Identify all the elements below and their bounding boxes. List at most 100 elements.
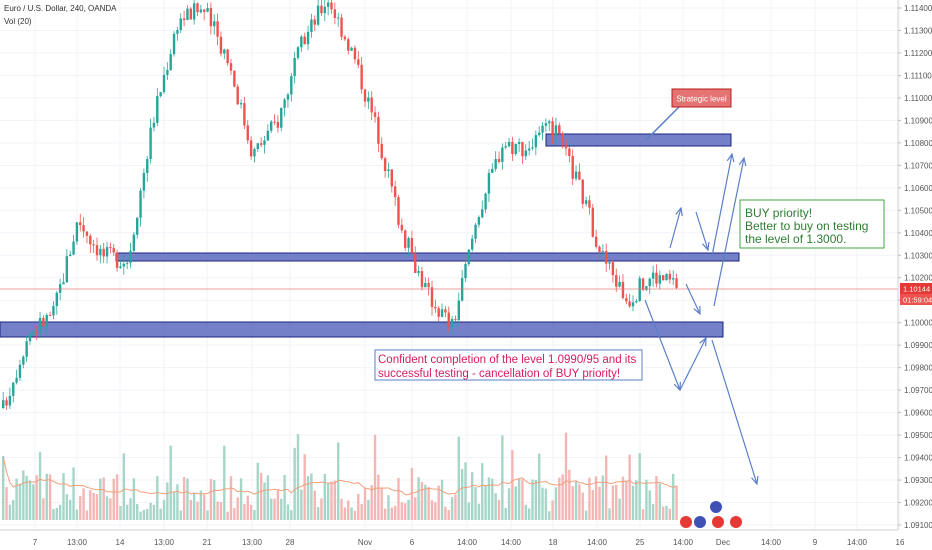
candle-body [42, 318, 45, 327]
candle-body [203, 9, 206, 12]
volume-bar [648, 490, 651, 520]
candle-body [467, 249, 471, 264]
volume-bar [15, 478, 18, 520]
volume-bar [628, 454, 631, 520]
volume-bar [313, 490, 316, 520]
volume-bar [615, 484, 618, 520]
time-tick-label: 6 [410, 538, 415, 547]
volume-bar [229, 476, 233, 520]
volume-bar [306, 476, 310, 520]
candle-body [675, 278, 678, 288]
volume-bar [357, 493, 360, 520]
candle-body [323, 6, 326, 14]
volume-bar [182, 477, 186, 520]
candle-body [162, 74, 166, 93]
time-tick-label: 18 [549, 538, 558, 547]
volume-bar [534, 479, 538, 520]
volume-bar [531, 479, 534, 520]
time-tick-label: 14:00 [847, 538, 868, 547]
mid-level-zone [115, 252, 740, 262]
volume-bar [122, 453, 125, 520]
volume-bar [18, 483, 22, 520]
candle-body [179, 18, 182, 31]
volume-bar [487, 477, 491, 520]
candle-body [45, 315, 48, 327]
candle-body [484, 193, 487, 210]
volume-bars [2, 432, 678, 520]
volume-bar [119, 505, 122, 520]
time-tick-label: 16 [896, 538, 905, 547]
volume-bar [92, 492, 95, 520]
candle-body [454, 319, 457, 321]
candle-body [246, 125, 249, 141]
volume-bar [5, 487, 8, 520]
time-tick-label: 14 [116, 538, 125, 547]
candle-body [387, 169, 390, 172]
candle-body [192, 3, 196, 20]
countdown-tag-box [900, 294, 932, 305]
volume-bar [581, 492, 584, 520]
candle-body [166, 70, 169, 75]
candle-body [337, 17, 340, 19]
candle-body [527, 148, 531, 151]
candle-body [290, 76, 293, 95]
time-tick-label: 21 [203, 538, 212, 547]
volume-bar [152, 504, 156, 520]
volume-bar [387, 495, 390, 520]
candle-body [58, 284, 62, 293]
candle-body [373, 112, 377, 117]
candle-body [638, 278, 641, 301]
price-tick-label: 1.09200 [904, 499, 932, 508]
warning-box [374, 349, 643, 381]
candle-body [5, 400, 8, 406]
volume-bar [25, 475, 28, 520]
candle-body [481, 209, 484, 218]
volume-bar [350, 507, 353, 520]
candle-body [243, 103, 246, 126]
strategic-pointer-line [645, 105, 681, 141]
candle-body [146, 158, 149, 173]
candle-body [383, 158, 387, 172]
candle-body [28, 334, 32, 342]
candle-body [119, 266, 122, 268]
volume-bar [367, 499, 370, 520]
candle-body [531, 147, 534, 149]
candle-body [672, 278, 675, 280]
event-flag-icon [710, 501, 722, 513]
volume-bar [377, 474, 380, 520]
candle-body [440, 309, 444, 317]
volume-bar [383, 508, 387, 520]
price-tick-label: 1.10200 [904, 274, 932, 283]
candle-body [641, 278, 645, 290]
candle-body [343, 36, 347, 40]
candle-body [129, 250, 132, 263]
candle-body [102, 248, 105, 257]
arrow-up-1 [669, 208, 681, 249]
volume-bar [420, 481, 424, 520]
candle-body [122, 263, 125, 267]
volume-bar [149, 502, 152, 520]
time-tick-label: 14:00 [587, 538, 608, 547]
volume-bar [223, 445, 226, 520]
candle-body [420, 271, 424, 288]
volume-bar [196, 501, 199, 520]
candle-body [501, 147, 504, 162]
volume-bar [203, 494, 206, 520]
volume-bar [658, 483, 661, 520]
time-tick-label: 14:00 [761, 538, 782, 547]
candle-body [554, 125, 558, 136]
volume-bar [239, 478, 243, 520]
projection-arrows [644, 154, 757, 484]
candle-body [367, 97, 370, 102]
candle-body [390, 169, 393, 187]
volume-bar [42, 498, 45, 520]
candle-body [340, 17, 343, 37]
candle-body [487, 172, 491, 194]
time-tick-label: 28 [286, 538, 295, 547]
volume-bar [186, 478, 189, 520]
candle-body [89, 235, 92, 245]
countdown-value: 01:59:04 [903, 296, 932, 305]
arrow-up-3 [713, 158, 744, 307]
candle-body [471, 238, 474, 250]
volume-bar [618, 498, 621, 520]
